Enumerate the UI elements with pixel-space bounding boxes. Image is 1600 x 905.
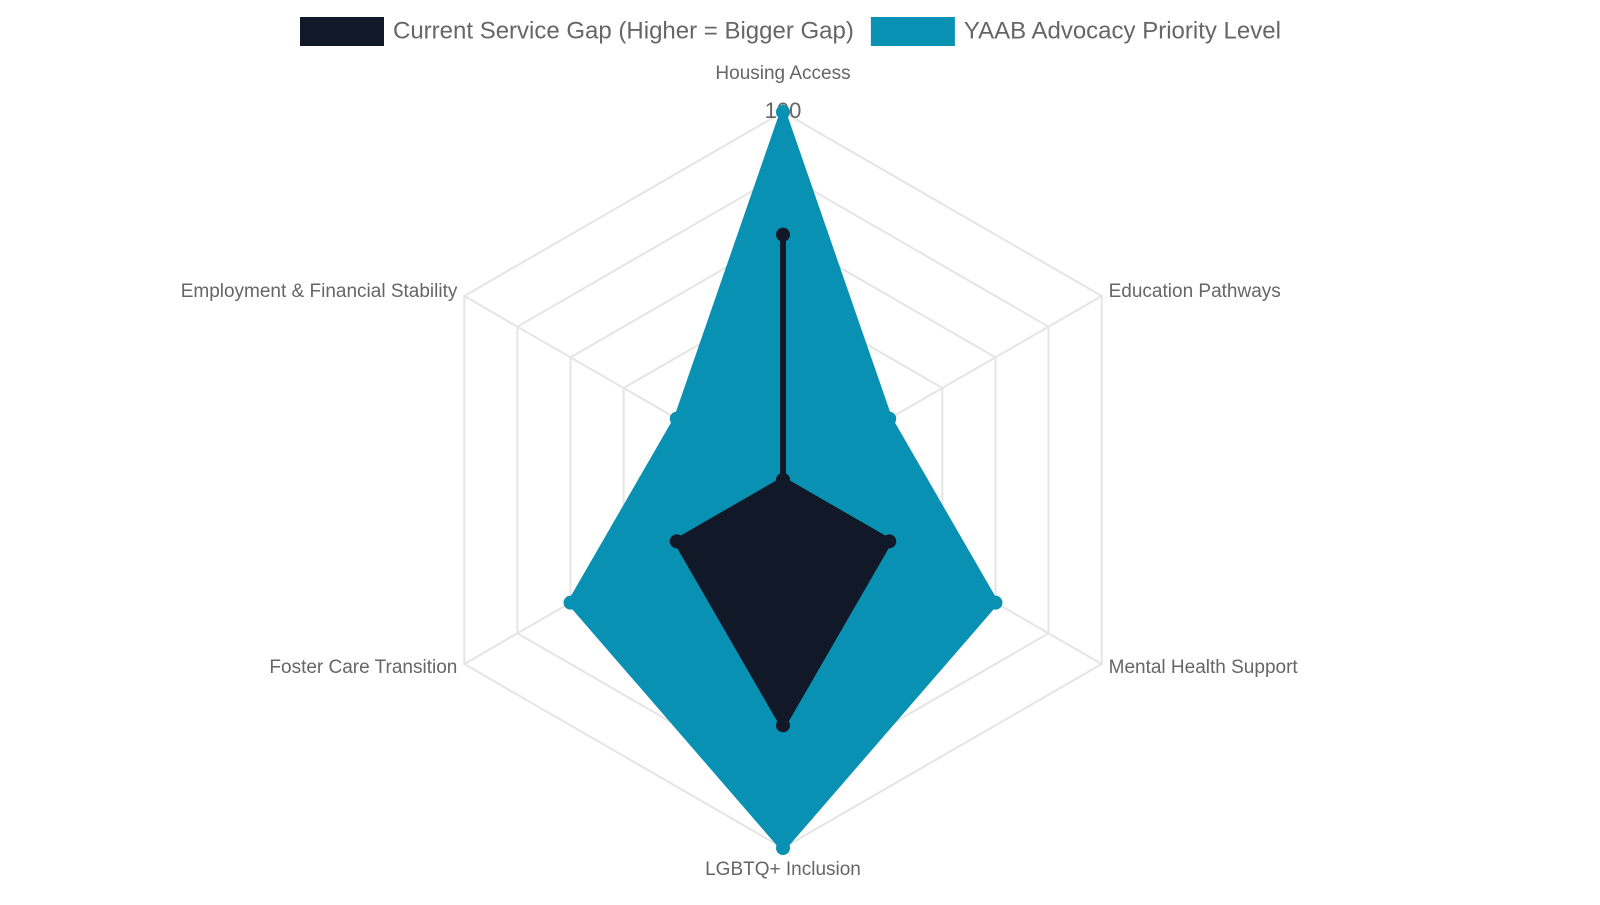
point [988, 595, 1003, 610]
legend-label: Current Service Gap (Higher = Bigger Gap… [393, 17, 854, 44]
point [882, 411, 897, 426]
category-label: Education Pathways [1109, 281, 1281, 302]
legend-label: YAAB Advocacy Priority Level [964, 17, 1281, 44]
point [669, 411, 684, 426]
point [669, 534, 684, 549]
point [776, 718, 790, 733]
category-label: Foster Care Transition [269, 657, 457, 678]
legend-swatch [870, 17, 955, 46]
category-label: Employment & Financial Stability [181, 281, 458, 302]
point [776, 105, 790, 119]
point [882, 534, 897, 549]
point [776, 841, 790, 855]
category-label: Mental Health Support [1109, 657, 1299, 678]
legend-swatch [300, 17, 384, 46]
category-label: Housing Access [715, 63, 850, 84]
point [776, 227, 790, 242]
point [563, 595, 578, 610]
point [776, 473, 790, 487]
category-label: LGBTQ+ Inclusion [705, 859, 861, 880]
